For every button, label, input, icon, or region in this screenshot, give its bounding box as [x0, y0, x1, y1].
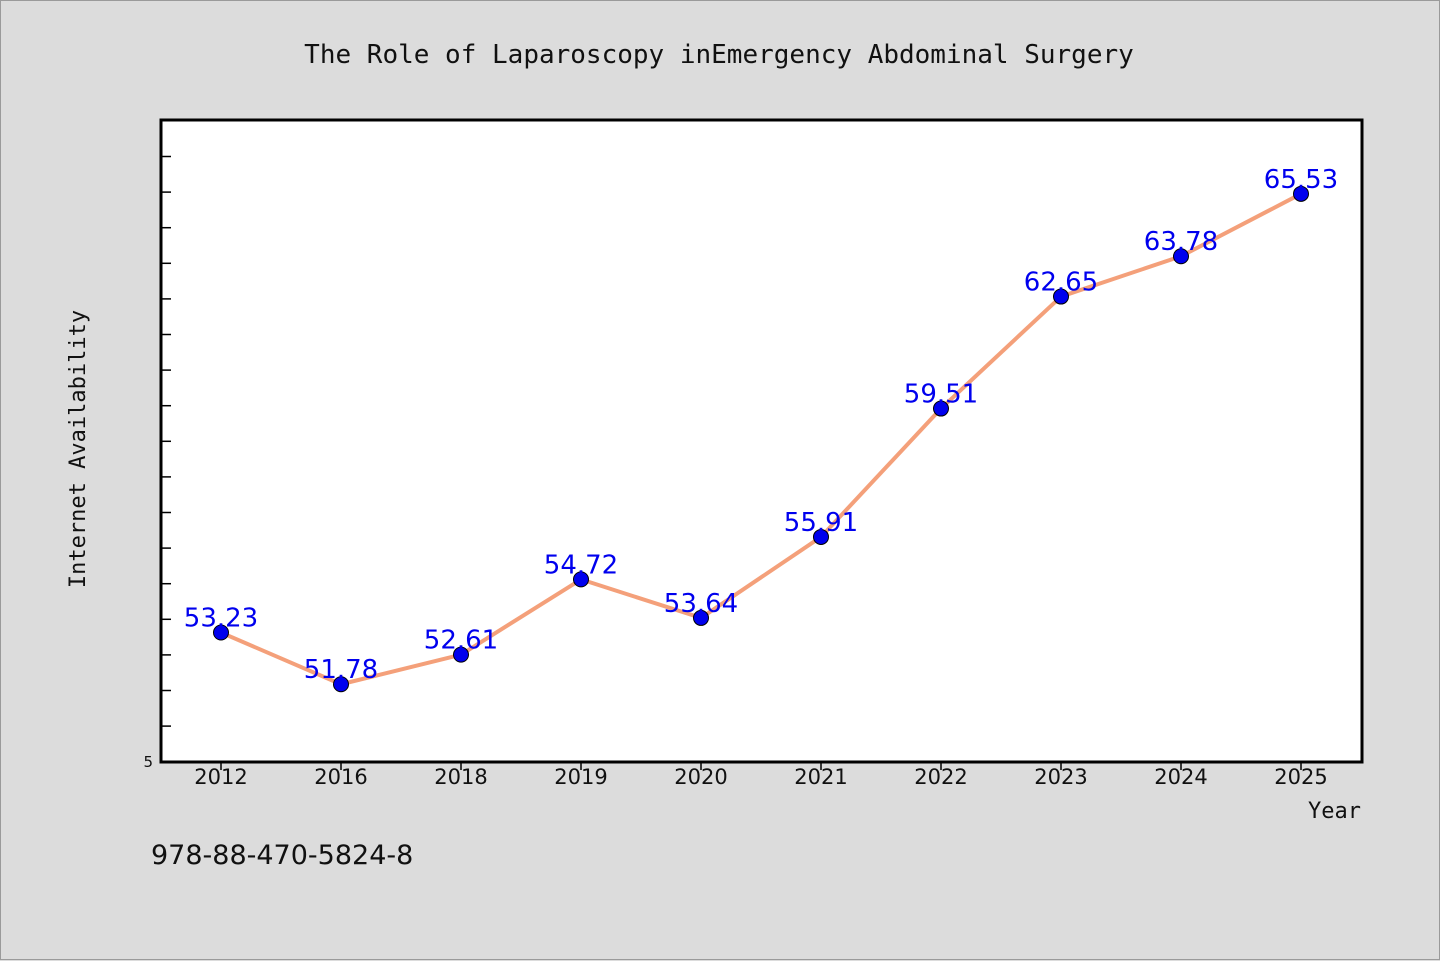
- data-point: [453, 646, 469, 663]
- plot-area: [159, 118, 1364, 764]
- data-label: 52.61: [424, 626, 498, 656]
- data-label: 53.64: [664, 589, 738, 619]
- data-label: 53.23: [184, 604, 258, 634]
- data-label: 51.78: [304, 655, 378, 685]
- y-axis-min-label: 5: [143, 753, 153, 771]
- data-point: [933, 400, 949, 417]
- data-labels: 53.23 51.78 52.61 54.72 53.64 55.91 59.51 62.65…: [184, 165, 1338, 685]
- x-axis-label: Year: [1308, 799, 1361, 824]
- x-tick-label: 2019: [554, 765, 607, 789]
- data-label: 59.51: [904, 380, 978, 410]
- x-tick-label: 2018: [434, 765, 487, 789]
- x-tick-label: 2025: [1274, 765, 1327, 789]
- y-axis-ticks: [161, 155, 171, 727]
- data-point: [573, 571, 589, 588]
- data-label: 55.91: [784, 508, 858, 538]
- data-point: [813, 528, 829, 545]
- data-label: 63.78: [1144, 227, 1218, 257]
- x-tick-label: 2023: [1034, 765, 1087, 789]
- footnote-isbn: 978-88-470-5824-8: [151, 840, 413, 871]
- data-point: [1173, 248, 1189, 265]
- data-markers: [213, 185, 1309, 693]
- data-label: 54.72: [544, 550, 618, 580]
- x-tick-label: 2020: [674, 765, 727, 789]
- chart-title: The Role of Laparoscopy inEmergency Abdo…: [304, 40, 1134, 70]
- y-axis-label: Internet Availability: [66, 310, 91, 588]
- x-axis-ticks: 2012 2016 2018 2019 2020 2021 2022 2023 2024 2025: [194, 762, 1328, 789]
- x-tick-label: 2016: [314, 765, 367, 789]
- data-point: [1053, 288, 1069, 305]
- data-label: 62.65: [1024, 268, 1098, 298]
- x-tick-label: 2024: [1154, 765, 1207, 789]
- x-tick-label: 2012: [194, 765, 247, 789]
- data-point: [333, 676, 349, 693]
- x-tick-label: 2021: [794, 765, 847, 789]
- data-point: [213, 624, 229, 641]
- data-point: [1293, 185, 1309, 202]
- x-tick-label: 2022: [914, 765, 967, 789]
- data-label: 65.53: [1264, 165, 1338, 195]
- series-line: [220, 192, 1302, 687]
- data-point: [693, 609, 709, 626]
